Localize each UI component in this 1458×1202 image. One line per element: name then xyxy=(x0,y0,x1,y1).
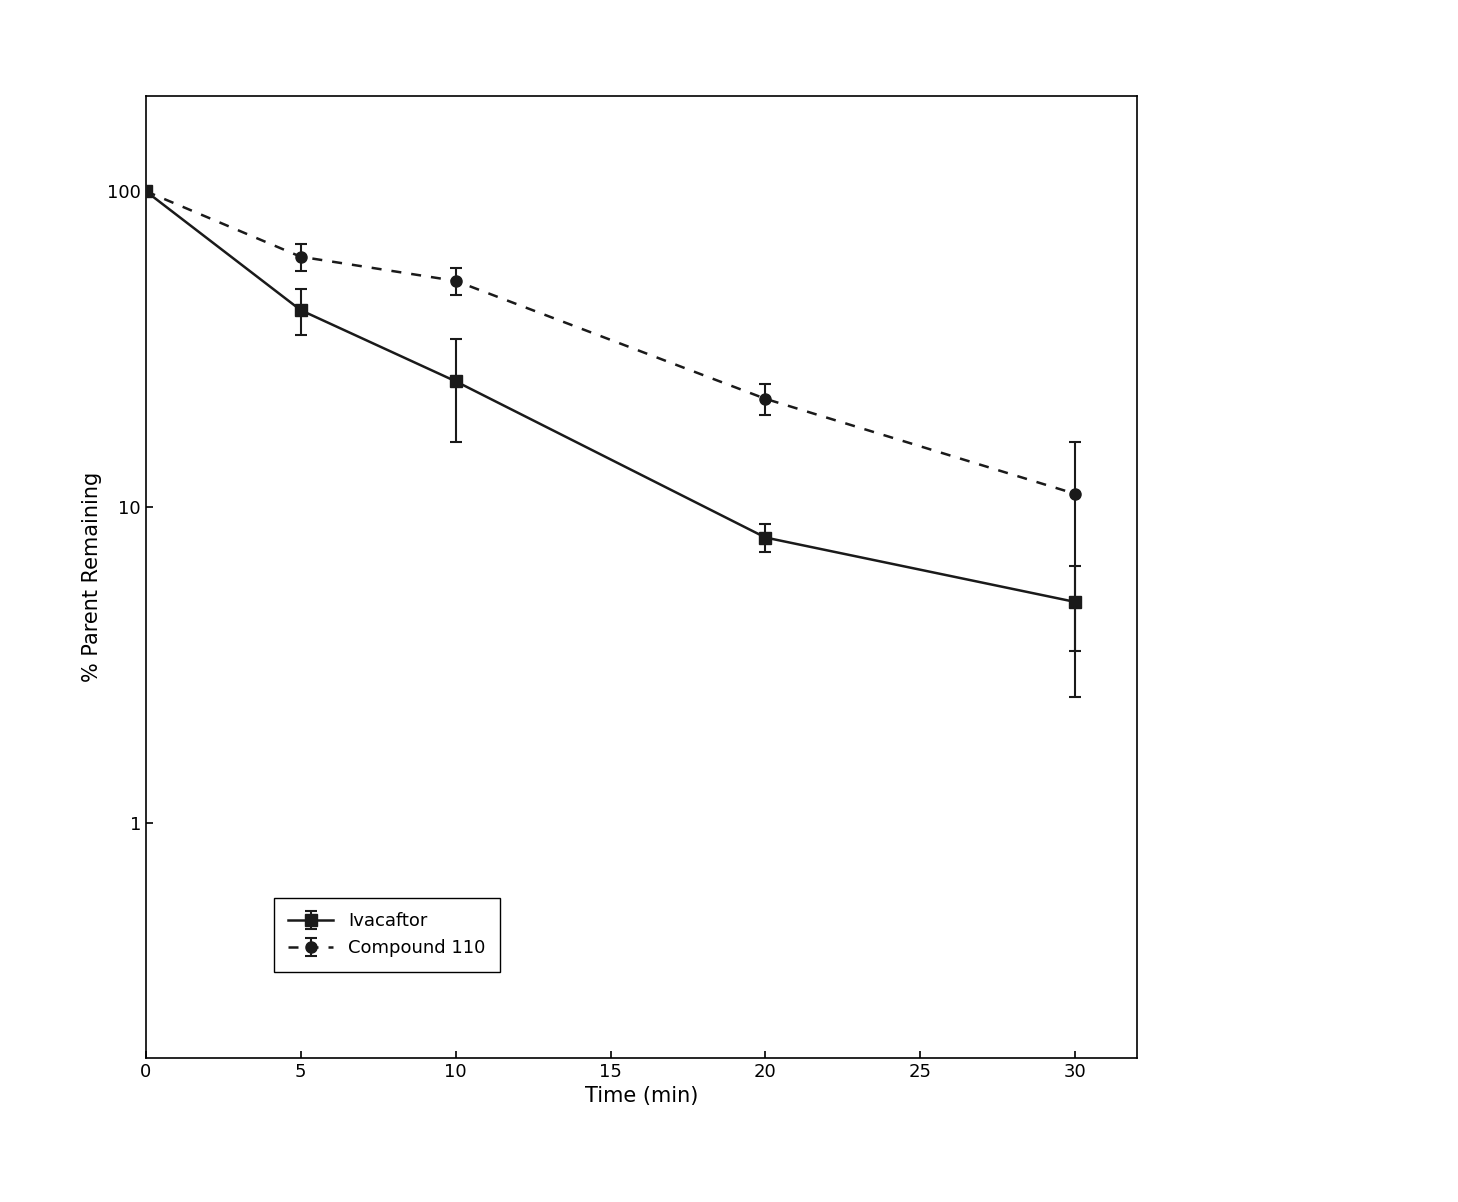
X-axis label: Time (min): Time (min) xyxy=(585,1087,698,1106)
Y-axis label: % Parent Remaining: % Parent Remaining xyxy=(82,472,102,682)
Legend: Ivacaftor, Compound 110: Ivacaftor, Compound 110 xyxy=(274,898,500,971)
